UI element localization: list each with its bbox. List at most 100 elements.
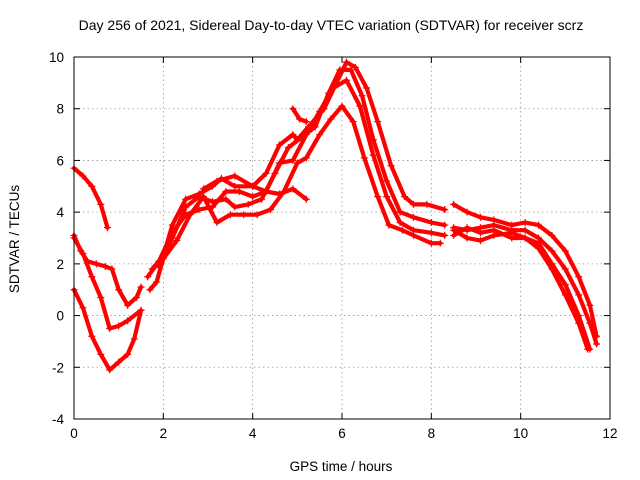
data-point — [427, 229, 435, 237]
y-axis-label: SDTVAR / TECUs — [7, 185, 22, 294]
data-point — [92, 260, 100, 268]
data-point — [490, 231, 498, 239]
data-point — [168, 229, 176, 237]
data-point — [275, 159, 283, 167]
data-point — [88, 332, 96, 340]
data-point — [106, 325, 114, 332]
data-point — [289, 105, 297, 113]
data-point — [561, 265, 569, 273]
data-point — [409, 213, 417, 221]
data-point — [289, 156, 297, 164]
data-point — [124, 317, 132, 325]
data-point — [351, 63, 359, 71]
y-tick-label: 0 — [56, 309, 64, 324]
x-tick-label: 8 — [428, 426, 436, 441]
data-point — [316, 107, 324, 115]
data-point — [258, 195, 266, 203]
x-tick-label: 12 — [602, 426, 617, 441]
data-point — [88, 273, 96, 281]
data-point — [387, 162, 395, 170]
data-point — [222, 195, 230, 203]
data-point — [338, 102, 346, 110]
data-point — [401, 193, 409, 201]
data-point — [213, 177, 221, 185]
series-track-f — [155, 66, 449, 270]
data-point — [302, 154, 310, 162]
ticks: 0 2 4 6 8 10 12 -4 -2 0 2 4 6 8 10 — [49, 50, 618, 441]
data-point — [168, 221, 176, 229]
data-point — [535, 221, 543, 229]
data-point — [106, 366, 114, 374]
data-point — [240, 211, 248, 219]
data-point — [450, 226, 458, 234]
data-point — [182, 195, 190, 203]
data-point — [463, 224, 471, 232]
series-track-j — [289, 105, 310, 126]
x-tick-label: 4 — [249, 426, 257, 441]
data-point — [575, 273, 583, 281]
y-tick-label: 8 — [56, 102, 64, 117]
series-line — [71, 166, 110, 230]
data-point — [262, 187, 270, 195]
data-point — [293, 159, 301, 167]
data-point — [508, 229, 516, 237]
series-line — [451, 225, 592, 352]
data-point — [97, 200, 105, 208]
y-tick-label: -4 — [52, 412, 64, 427]
data-point — [548, 265, 556, 273]
series-line — [156, 67, 447, 269]
data-point — [396, 218, 404, 226]
data-point — [349, 118, 357, 126]
x-tick-label: 10 — [513, 426, 528, 441]
data-point — [253, 211, 261, 219]
y-tick-label: 6 — [56, 153, 64, 168]
data-point — [144, 273, 152, 281]
data-point — [244, 200, 252, 208]
data-point — [535, 244, 543, 252]
data-point — [476, 213, 484, 221]
series-layer — [70, 58, 601, 374]
data-point — [548, 231, 556, 239]
series-track-a — [70, 164, 111, 232]
grid — [74, 57, 610, 419]
data-point — [130, 335, 138, 343]
data-point — [159, 255, 167, 263]
data-point — [441, 231, 449, 239]
data-point — [249, 182, 257, 190]
series-track-h — [146, 102, 444, 294]
data-point — [195, 206, 203, 214]
data-point — [115, 322, 123, 330]
data-point — [396, 208, 404, 216]
data-point — [231, 172, 239, 180]
data-point — [302, 131, 310, 139]
series-line — [145, 78, 447, 279]
data-point — [235, 187, 243, 195]
series-track-m — [450, 224, 594, 353]
data-point — [289, 131, 297, 139]
series-line — [201, 173, 309, 202]
data-point — [289, 185, 297, 193]
data-point — [284, 144, 292, 151]
data-point — [374, 193, 382, 201]
data-point — [104, 224, 111, 232]
data-point — [79, 172, 87, 180]
data-point — [327, 115, 335, 123]
series-track-g — [144, 76, 449, 281]
data-point — [586, 319, 594, 327]
data-point — [182, 203, 190, 211]
data-point — [124, 301, 132, 309]
data-point — [124, 350, 132, 358]
data-point — [463, 208, 471, 216]
data-point — [200, 185, 208, 193]
series-track-c — [70, 234, 145, 332]
data-point — [521, 226, 529, 234]
data-point — [316, 131, 324, 139]
data-point — [108, 265, 116, 273]
y-tick-label: 2 — [56, 257, 64, 272]
data-point — [79, 250, 87, 258]
data-point — [97, 350, 105, 358]
data-point — [409, 231, 417, 239]
data-point — [450, 200, 458, 208]
data-point — [222, 187, 230, 195]
